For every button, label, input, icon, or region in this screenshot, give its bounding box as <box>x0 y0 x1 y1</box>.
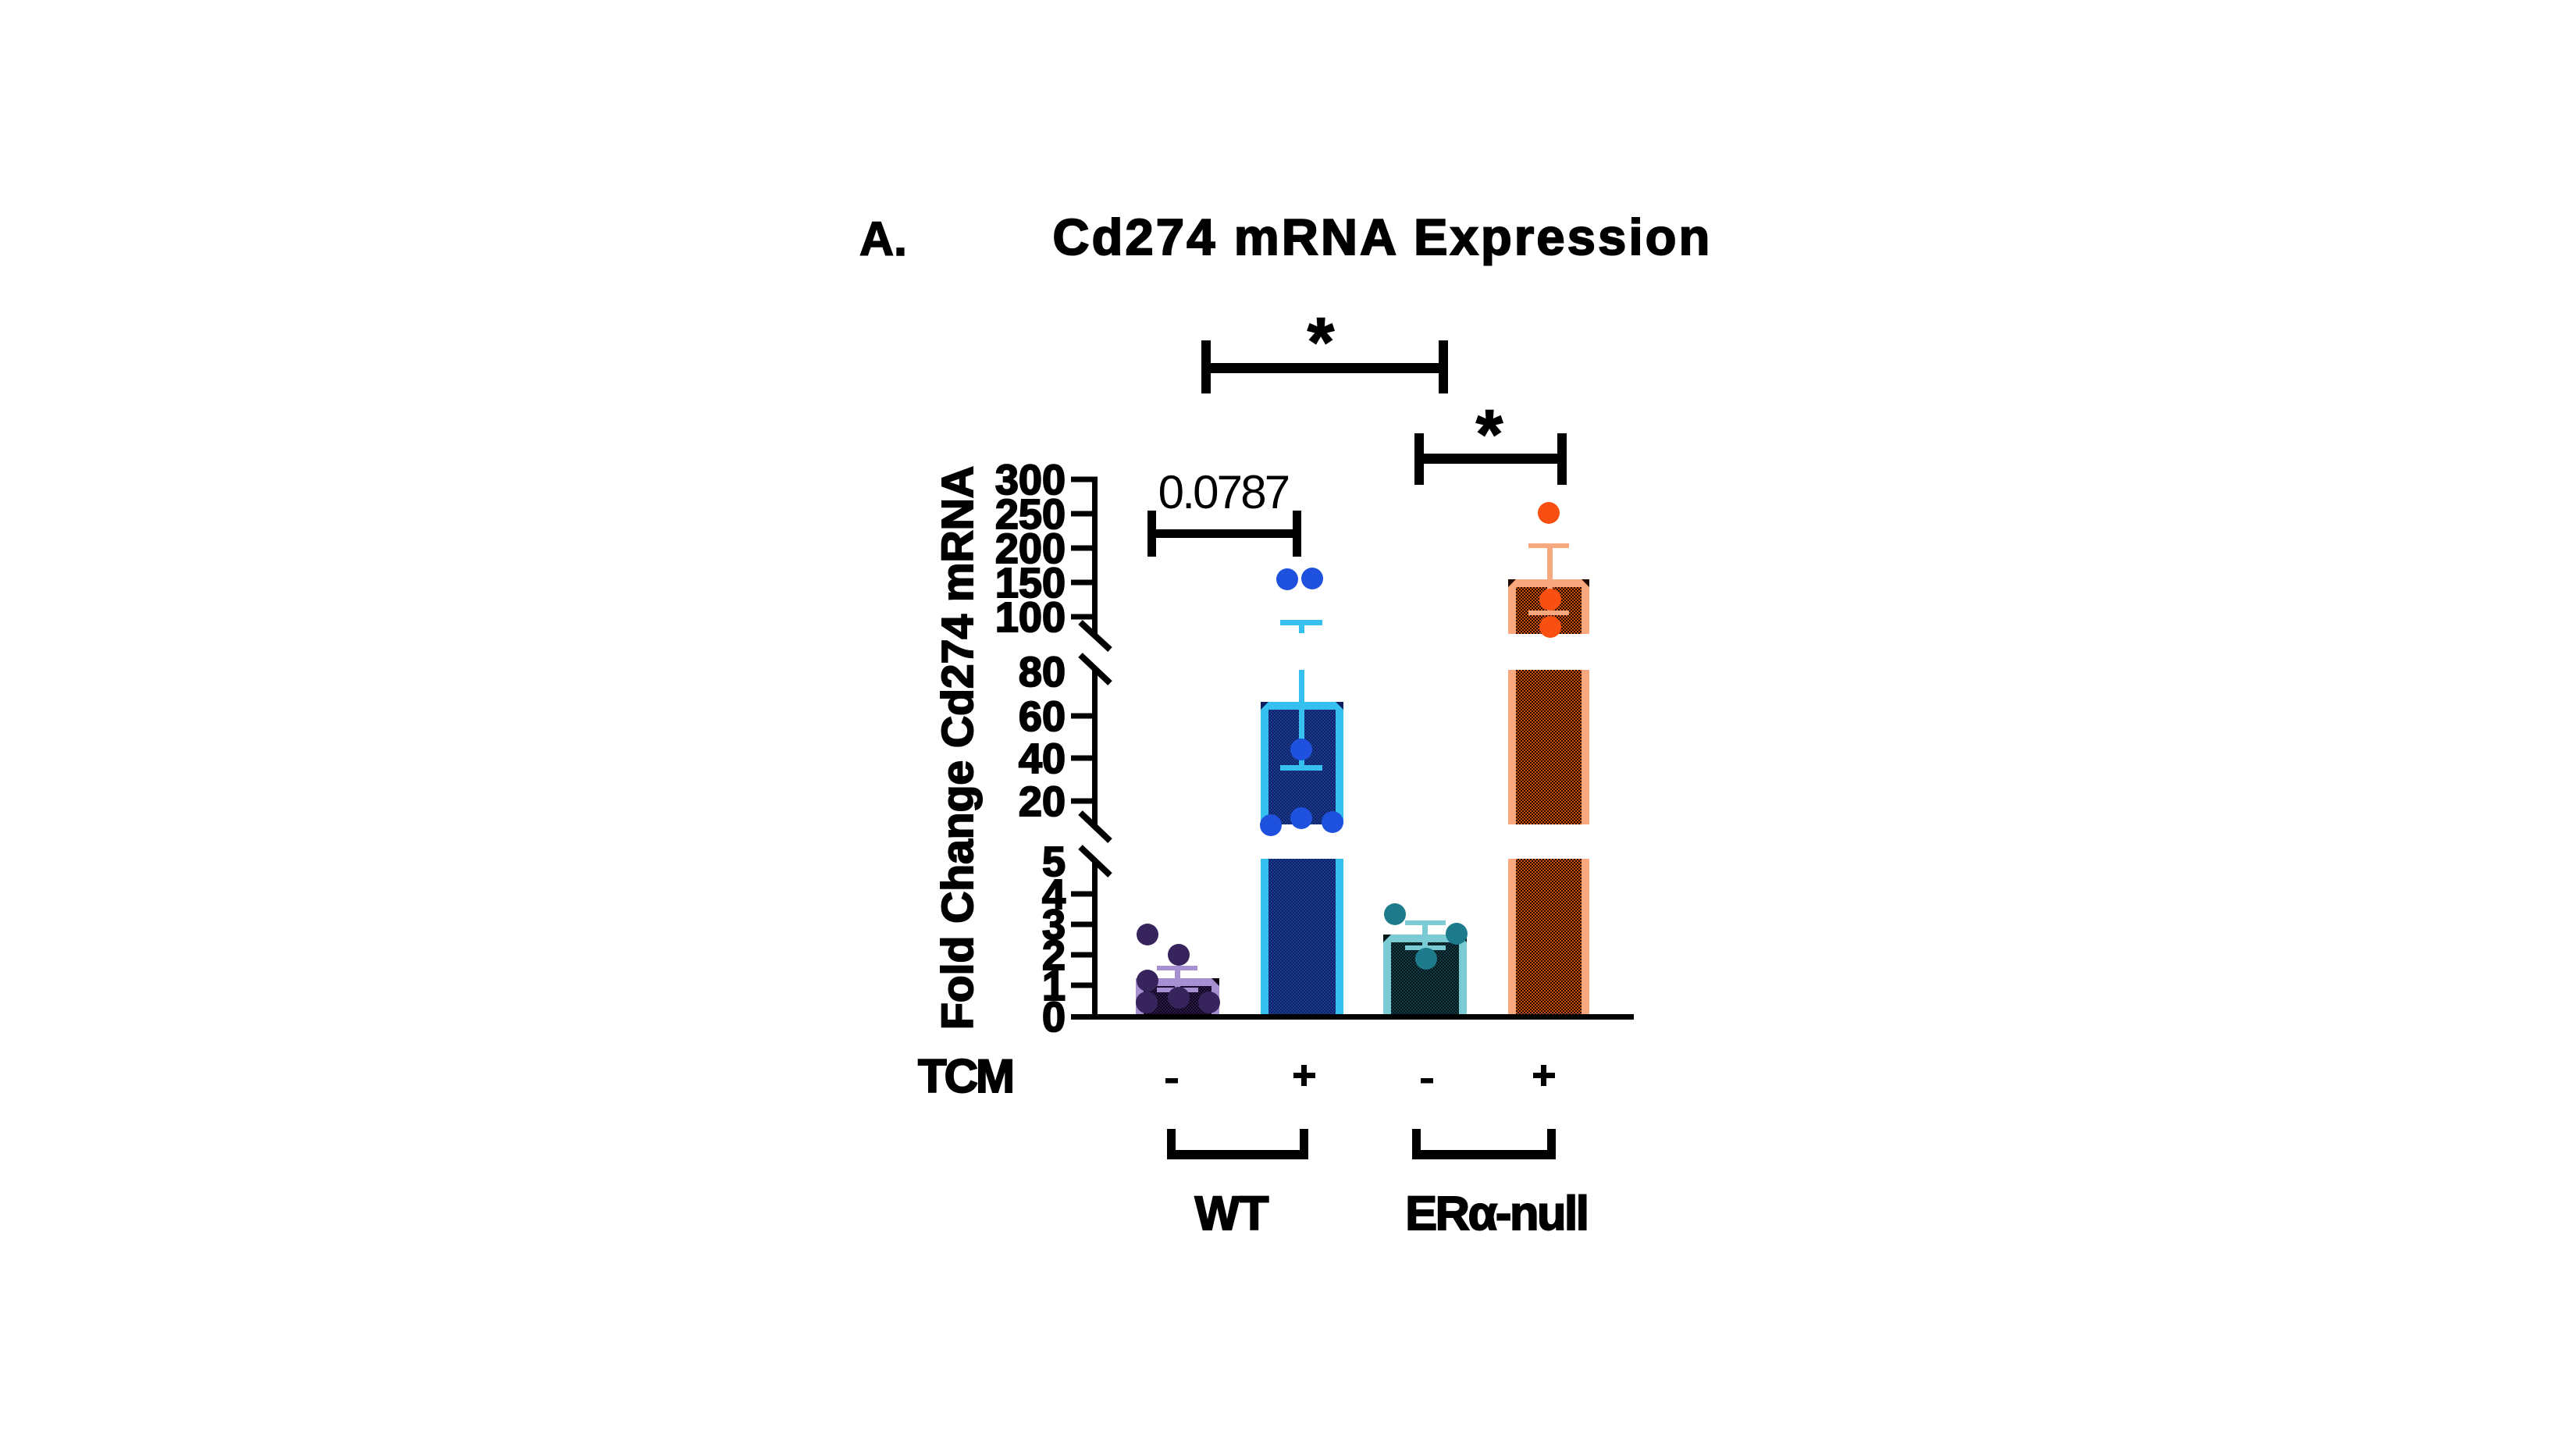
svg-text:80: 80 <box>1019 649 1066 696</box>
svg-text:Fold Change Cd274 mRNA: Fold Change Cd274 mRNA <box>933 466 983 1030</box>
svg-text:WT: WT <box>1195 1187 1269 1240</box>
svg-text:*: * <box>1308 303 1335 380</box>
svg-text:*: * <box>1476 395 1503 472</box>
svg-text:0: 0 <box>1042 994 1066 1041</box>
svg-text:1: 1 <box>1042 963 1066 1009</box>
svg-text:40: 40 <box>1019 735 1066 782</box>
svg-text:3: 3 <box>1042 902 1066 949</box>
svg-text:150: 150 <box>995 560 1066 607</box>
svg-text:0.0787: 0.0787 <box>1158 466 1289 518</box>
svg-text:Cd274 mRNA Expression: Cd274 mRNA Expression <box>1052 208 1712 265</box>
svg-text:5: 5 <box>1042 838 1066 885</box>
svg-text:TCM: TCM <box>918 1050 1012 1102</box>
svg-text:4: 4 <box>1042 871 1066 918</box>
svg-text:A.: A. <box>859 212 907 265</box>
svg-text:250: 250 <box>995 491 1066 538</box>
svg-text:60: 60 <box>1019 693 1066 740</box>
svg-text:200: 200 <box>995 525 1066 572</box>
svg-text:2: 2 <box>1042 932 1066 979</box>
svg-text:300: 300 <box>995 457 1066 504</box>
svg-text:ERα-null: ERα-null <box>1405 1187 1587 1240</box>
svg-text:20: 20 <box>1019 778 1066 825</box>
svg-text:100: 100 <box>995 594 1066 641</box>
